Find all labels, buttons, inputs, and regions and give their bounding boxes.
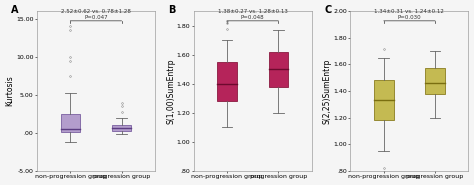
Y-axis label: Kurtosis: Kurtosis — [6, 76, 15, 107]
Bar — [269, 52, 288, 87]
Bar — [425, 68, 445, 94]
Text: B: B — [168, 5, 175, 15]
Text: 1.34±0.31 vs. 1.24±0.12
P=0.030: 1.34±0.31 vs. 1.24±0.12 P=0.030 — [374, 9, 444, 20]
Text: 2.52±0.62 vs. 0.78±1.28
P=0.047: 2.52±0.62 vs. 0.78±1.28 P=0.047 — [61, 9, 131, 20]
Text: A: A — [11, 5, 18, 15]
Text: C: C — [324, 5, 332, 15]
Bar — [112, 125, 131, 131]
Y-axis label: S(1,00)SumEntrp: S(1,00)SumEntrp — [166, 58, 175, 124]
Bar — [217, 62, 237, 101]
Bar — [374, 80, 393, 120]
Bar — [61, 114, 80, 132]
Text: 1.38±0.27 vs. 1.28±0.13
P=0.048: 1.38±0.27 vs. 1.28±0.13 P=0.048 — [218, 9, 288, 20]
Y-axis label: S(2,25)SumEntrp: S(2,25)SumEntrp — [323, 58, 332, 124]
